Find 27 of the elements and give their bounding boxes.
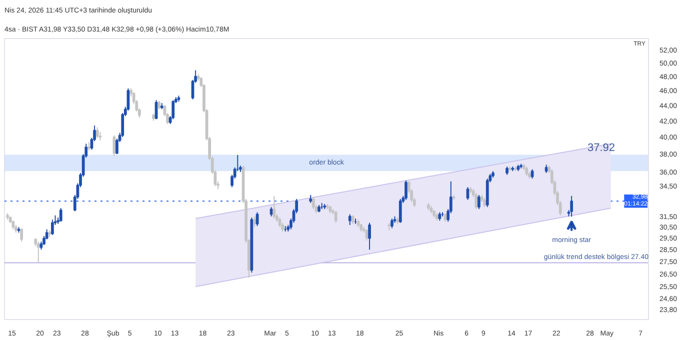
candlestick bbox=[253, 216, 256, 228]
candlestick bbox=[20, 228, 24, 242]
candlestick bbox=[474, 192, 478, 210]
candlestick bbox=[390, 218, 394, 229]
candlestick bbox=[96, 126, 99, 138]
candlestick bbox=[348, 214, 352, 226]
candlestick bbox=[272, 195, 276, 220]
candlestick bbox=[334, 210, 338, 224]
candlestick bbox=[36, 241, 40, 264]
candlestick bbox=[312, 196, 315, 210]
candlestick bbox=[570, 195, 573, 218]
candlestick bbox=[483, 197, 486, 208]
candlestick bbox=[368, 222, 371, 250]
candlestick bbox=[530, 168, 534, 180]
candlestick bbox=[466, 186, 470, 200]
candlestick bbox=[172, 100, 175, 120]
candlestick bbox=[404, 180, 408, 200]
candlestick bbox=[256, 212, 259, 227]
annotation: 37.92 bbox=[588, 142, 616, 154]
candlestick bbox=[478, 194, 480, 210]
candlestick bbox=[59, 208, 62, 222]
candlestick bbox=[278, 216, 282, 228]
candlestick bbox=[270, 206, 273, 217]
candlestick bbox=[525, 166, 528, 176]
candlestick bbox=[51, 219, 54, 236]
candlestick bbox=[112, 134, 116, 156]
candlestick bbox=[398, 198, 402, 224]
